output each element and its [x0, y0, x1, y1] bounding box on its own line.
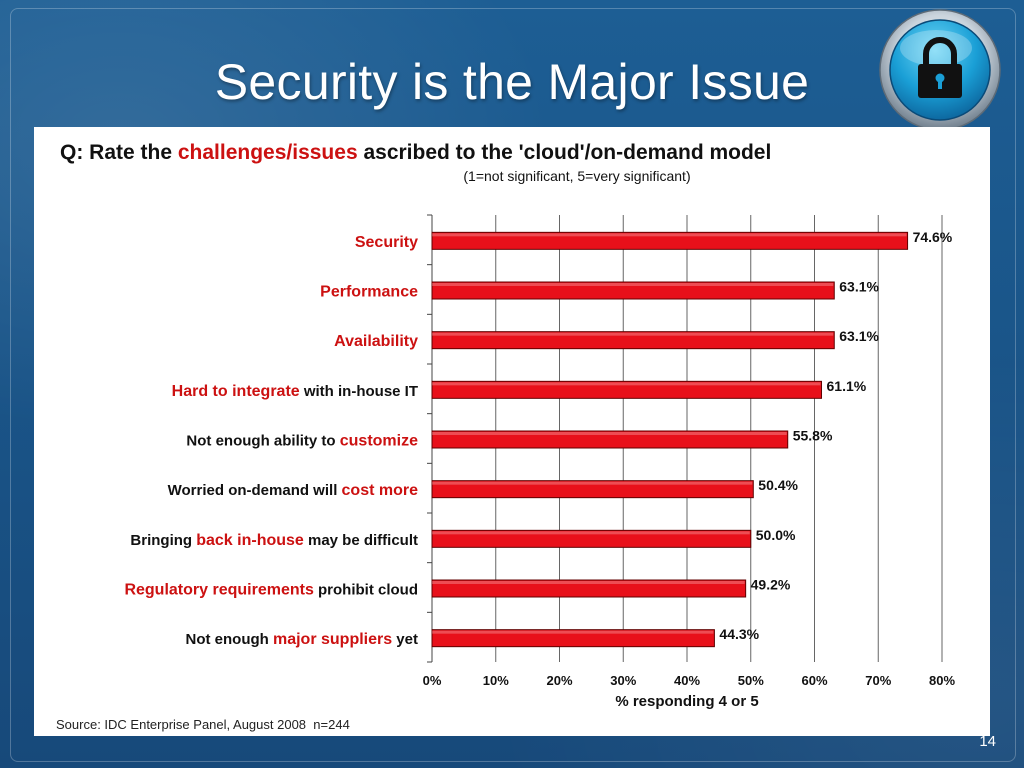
category-label-text: Not enough: [186, 631, 273, 648]
x-tick-label: 50%: [738, 673, 764, 688]
slide-title: Security is the Major Issue: [214, 54, 810, 110]
x-tick-label: 40%: [674, 673, 700, 688]
bar-highlight: [432, 630, 714, 634]
x-tick-label: 10%: [483, 673, 509, 688]
x-tick-label: 80%: [929, 673, 955, 688]
bar: [431, 231, 909, 250]
bar-highlight: [432, 332, 834, 336]
bar: [431, 331, 835, 350]
chart-source: Source: IDC Enterprise Panel, August 200…: [56, 717, 350, 732]
bar: [431, 629, 715, 648]
bar: [431, 380, 823, 399]
bar-chart: 0% 10% 20% 30% 40% 50% 60% 70% 80% 74.6% Security 6…: [124, 214, 955, 710]
category-label: Bringing back in-house may be difficult: [130, 532, 418, 549]
bar: [431, 480, 754, 499]
slide-frame: [10, 8, 1016, 762]
category-label: Availability: [334, 333, 418, 350]
category-label-text: Worried on-demand will: [168, 482, 342, 499]
chart-question: Q: Rate the challenges/issues ascribed t…: [60, 141, 771, 165]
bar: [431, 430, 789, 449]
bar: [431, 281, 835, 300]
category-label-highlight: Performance: [320, 284, 418, 301]
bar-highlight: [432, 481, 753, 485]
x-axis-title: % responding 4 or 5: [615, 693, 758, 710]
value-label: 49.2%: [751, 577, 791, 593]
value-label: 61.1%: [827, 378, 867, 394]
category-label: Regulatory requirements prohibit cloud: [124, 582, 418, 599]
bar-highlight: [432, 531, 750, 535]
category-label-highlight: back in-house: [196, 532, 304, 549]
bar-highlight: [432, 233, 907, 237]
category-label: Security: [355, 234, 418, 251]
x-tick-label: 0%: [423, 673, 442, 688]
category-label-text: Bringing: [130, 532, 196, 549]
bar: [431, 579, 747, 598]
x-tick-label: 60%: [801, 673, 827, 688]
x-tick-label: 30%: [610, 673, 636, 688]
category-label: Not enough ability to customize: [186, 433, 418, 450]
question-suffix: ascribed to the 'cloud'/on-demand model: [357, 141, 772, 164]
category-label: Performance: [320, 284, 418, 301]
x-tick-label: 20%: [546, 673, 572, 688]
bar-highlight: [432, 283, 834, 286]
chart-panel: Q: Rate the challenges/issues ascribed t…: [34, 127, 990, 736]
bar-highlight: [432, 382, 821, 386]
source-text: Source: IDC Enterprise Panel, August 200…: [56, 717, 307, 732]
category-label: Not enough major suppliers yet: [186, 631, 419, 648]
bar: [431, 529, 752, 548]
bar-highlight: [432, 581, 745, 584]
category-label-highlight: major suppliers: [273, 631, 392, 648]
category-label: Worried on-demand will cost more: [168, 482, 418, 499]
category-label-highlight: Hard to integrate: [172, 383, 300, 400]
value-label: 44.3%: [719, 626, 759, 642]
value-label: 55.8%: [793, 428, 833, 444]
category-label-text: prohibit cloud: [314, 582, 418, 599]
value-label: 50.4%: [758, 477, 798, 493]
category-label-highlight: cost more: [342, 482, 419, 499]
category-label-text: with in-house IT: [300, 383, 418, 400]
category-label-highlight: customize: [340, 433, 418, 450]
category-label-text: Not enough ability to: [186, 433, 339, 450]
value-label: 63.1%: [839, 328, 879, 344]
value-label: 50.0%: [756, 527, 796, 543]
chart-subtitle: (1=not significant, 5=very significant): [463, 168, 691, 184]
category-label: Hard to integrate with in-house IT: [172, 383, 418, 400]
question-highlight: challenges/issues: [177, 141, 358, 164]
question-prefix: Q: Rate the: [60, 141, 178, 164]
category-label-highlight: Security: [355, 234, 418, 251]
category-label-highlight: Regulatory requirements: [124, 582, 313, 599]
value-label: 63.1%: [839, 279, 879, 295]
x-tick-label: 70%: [865, 673, 891, 688]
category-label-text: yet: [392, 631, 418, 648]
bar-highlight: [432, 432, 787, 435]
category-label-highlight: Availability: [334, 333, 418, 350]
category-label-text: may be difficult: [304, 532, 418, 549]
source-sample-size: n=244: [313, 717, 350, 732]
page-number: 14: [979, 733, 996, 750]
value-label: 74.6%: [913, 229, 953, 245]
padlock-icon: [874, 4, 1004, 134]
